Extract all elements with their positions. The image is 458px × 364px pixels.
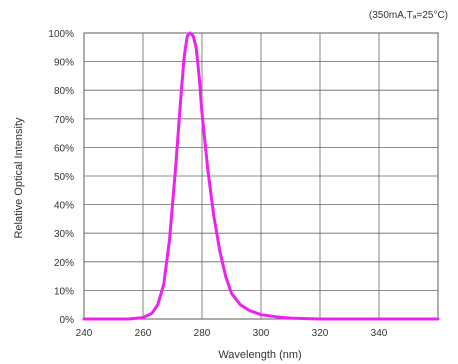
y-tick-label: 60%: [54, 143, 74, 154]
x-tick-label: 280: [194, 328, 211, 339]
y-tick-label: 40%: [54, 201, 74, 212]
grid: [83, 32, 439, 320]
y-tick-label: 80%: [54, 86, 74, 97]
y-tick-label: 100%: [48, 29, 74, 40]
x-tick-label: 320: [312, 328, 329, 339]
y-tick-label: 30%: [54, 229, 74, 240]
x-tick-label: 260: [135, 328, 152, 339]
x-tick-label: 340: [371, 328, 388, 339]
x-tick-label: 240: [76, 328, 93, 339]
y-tick-labels: 0% 10% 20% 30% 40% 50% 60% 70% 80% 90% 100%: [48, 29, 74, 326]
y-tick-label: 0%: [60, 315, 75, 326]
condition-note: (350mA,Tₐ=25°C): [369, 10, 448, 21]
y-tick-label: 20%: [54, 258, 74, 269]
y-tick-label: 10%: [54, 286, 74, 297]
y-axis-label: Relative Optical Intensity: [13, 117, 25, 239]
y-tick-label: 50%: [54, 172, 74, 183]
x-tick-label: 300: [253, 328, 270, 339]
y-tick-label: 70%: [54, 115, 74, 126]
series-group: [82, 31, 440, 321]
spectrum-line: [82, 31, 440, 321]
x-axis-label: Wavelength (nm): [218, 349, 301, 361]
y-tick-label: 90%: [54, 58, 74, 69]
x-tick-labels: 240 260 280 300 320 340: [76, 328, 388, 339]
